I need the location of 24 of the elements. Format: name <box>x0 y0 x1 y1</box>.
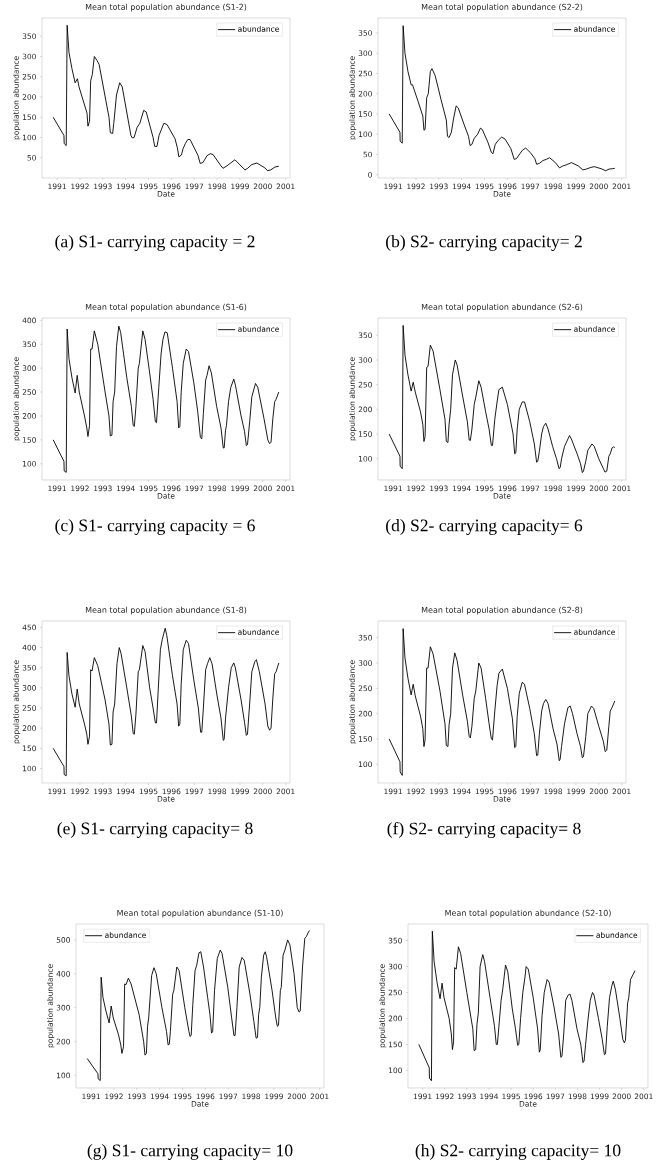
text: (g) S1- carrying capacity= 10 <box>87 1144 293 1160</box>
text: (b) S2- carrying capacity= 2 <box>386 235 582 251</box>
chart-title: Mean total population abundance (S2-8) <box>421 606 583 615</box>
text: (c) S1- carrying capacity = 6 <box>55 519 255 535</box>
line-series <box>388 25 616 172</box>
chart-title: Mean total population abundance (S1-10) <box>117 909 283 918</box>
chart-title: Mean total population abundance (S1-6) <box>85 303 247 312</box>
chart-title: Mean total population abundance (S1-8) <box>85 606 247 615</box>
text: (d) S2- carrying capacity= 6 <box>386 519 583 535</box>
text: (h) S2- carrying capacity= 10 <box>415 1144 621 1160</box>
text: (a) S1- carrying capacity = 2 <box>55 235 255 251</box>
line-series <box>388 628 616 776</box>
chart-title: Mean total population abundance (S2-10) <box>445 909 611 918</box>
chart-title: Mean total population abundance (S2-6) <box>421 303 583 312</box>
chart-title: Mean total population abundance (S2-2) <box>421 3 583 12</box>
chart-title: Mean total population abundance (S1-2) <box>85 3 247 12</box>
line-series <box>418 930 636 1082</box>
line-series <box>52 325 280 473</box>
line-series <box>52 627 280 777</box>
line-series <box>388 324 616 474</box>
line-series <box>52 24 280 172</box>
line-series <box>86 930 311 1081</box>
text: (e) S1- carrying capacity= 8 <box>57 822 253 838</box>
text: (f) S2- carrying capacity= 8 <box>387 821 581 839</box>
